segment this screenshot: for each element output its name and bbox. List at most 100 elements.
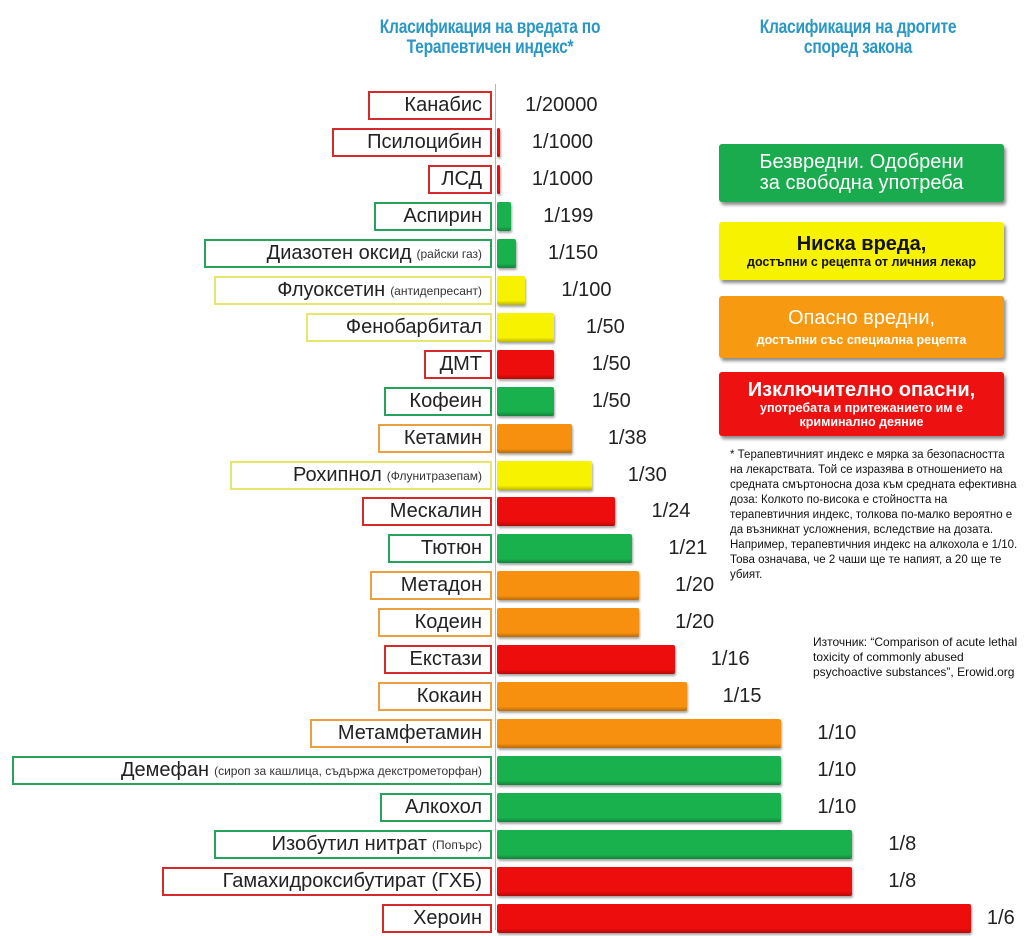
value-label: 1/50 [591,353,631,375]
drug-label: Тютюн [388,534,492,563]
legend-item-extremely-dangerous: Изключително опасни, употребата и притеж… [719,372,1004,436]
bar [497,682,687,711]
value-label: 1/30 [627,464,667,486]
drug-name: Алкохол [404,796,482,818]
value-label: 1/199 [543,205,594,227]
bar [497,534,633,563]
drug-label: Кофеин [384,387,492,416]
bar [497,904,971,933]
drug-label: Фенобарбитал [306,313,492,342]
drug-name: Изобутил нитрат [271,833,428,855]
legend-subtitle: достъпни с рецепта от личния лекар [747,254,976,269]
value-label: 1/10 [817,796,857,818]
legend-title-line2: за свободна употреба [759,172,964,194]
bar [497,239,516,268]
legend-subtitle: достъпни със специална рецепта [756,332,967,347]
drug-name: Флуоксетин [277,279,386,301]
right-heading-line1: Класификация на дрогите [759,17,957,38]
drug-name: Рохипнол [293,464,382,486]
right-column-heading: Класификация на дрогите според закона [702,18,1014,58]
value-label: 1/20 [675,574,715,596]
bar [497,128,500,157]
drug-label: Екстази [384,645,492,674]
value-label: 1/1000 [531,131,593,153]
drug-label: Изобутил нитрат (Попърс) [214,830,492,859]
bar [497,461,592,490]
drug-name: Кофеин [409,390,482,412]
value-label: 1/50 [591,390,631,412]
drug-name: Аспирин [403,205,482,227]
bar [497,793,782,822]
left-heading-line2: Терапевтичен индекс* [406,37,574,58]
value-label: 1/20000 [525,94,598,116]
bar [497,571,640,600]
bar [497,608,640,637]
bar [497,867,853,896]
legend-title: Ниска вреда, [796,232,927,255]
drug-label: Кокаин [378,682,492,711]
legend-item-low-harm: Ниска вреда, достъпни с рецепта от лични… [719,222,1004,280]
bar [497,497,616,526]
value-label: 1/8 [888,833,917,855]
drug-label: Псилоцибин [332,128,492,157]
drug-label: ЛСД [428,165,492,194]
bar [497,387,554,416]
drug-label: Гамахидроксибутират (ГХБ) [162,867,492,896]
value-label: 1/20 [675,611,715,633]
bar [497,424,572,453]
value-label: 1/1000 [531,168,593,190]
right-heading-line2: според закона [803,37,913,58]
drug-name: Метадон [400,574,482,596]
value-label: 1/100 [561,279,612,301]
drug-name: Хероин [413,907,482,929]
drug-label: Аспирин [374,202,492,231]
chart-axis-line [495,84,496,930]
drug-name: ЛСД [441,168,482,190]
drug-label: Алкохол [380,793,492,822]
drug-label: Кодеин [378,608,492,637]
drug-name: Екстази [409,648,483,670]
value-label: 1/15 [722,685,762,707]
drug-label: Кетамин [378,424,492,453]
bar [497,276,526,305]
value-label: 1/8 [888,870,917,892]
drug-note: (сироп за кашлица, съдържа декстрометорф… [214,763,482,778]
legend-title: Безвредни. Одобрени [759,151,964,173]
bar [497,313,554,342]
value-label: 1/6 [986,907,1015,929]
left-column-heading: Класификация на вредата по Терапевтичен … [334,18,646,58]
legend-title: Опасно вредни, [787,306,936,329]
drug-note: (Флунитразепам) [386,468,482,483]
value-label: 1/50 [585,316,625,338]
drug-name: Канабис [404,94,482,116]
value-label: 1/21 [668,537,708,559]
bar [497,756,782,785]
drug-label: Метамфетамин [310,719,492,748]
left-heading-line1: Класификация на вредата по [379,17,601,38]
drug-name: Фенобарбитал [345,316,482,338]
drug-label: Метадон [370,571,492,600]
drug-name: Метамфетамин [337,722,482,744]
drug-label: Рохипнол (Флунитразепам) [230,461,492,490]
legend-item-harmless: Безвредни. Одобрени за свободна употреба [719,144,1004,202]
drug-label: Канабис [368,91,492,120]
value-label: 1/150 [547,242,599,264]
drug-name: ДМТ [439,353,482,375]
drug-name: Кокаин [416,685,482,707]
legend-subtitle: употребата и притежанието им е криминалн… [760,400,963,429]
bar [497,645,675,674]
bar [497,350,554,379]
source-citation: Източник: “Comparison of acute lethal to… [813,635,1018,679]
value-label: 1/10 [817,722,857,744]
drug-name: Тютюн [420,537,482,559]
value-label: 1/10 [817,759,857,781]
drug-label: Демефан (сироп за кашлица, съдържа декстр… [12,756,492,785]
bar [497,202,512,231]
drug-note: (райски газ) [416,246,482,261]
bar [497,830,853,859]
drug-note: (Попърс) [432,837,482,852]
drug-label: ДМТ [424,350,492,379]
legend-title: Изключително опасни, [747,378,976,401]
value-label: 1/24 [651,500,691,522]
